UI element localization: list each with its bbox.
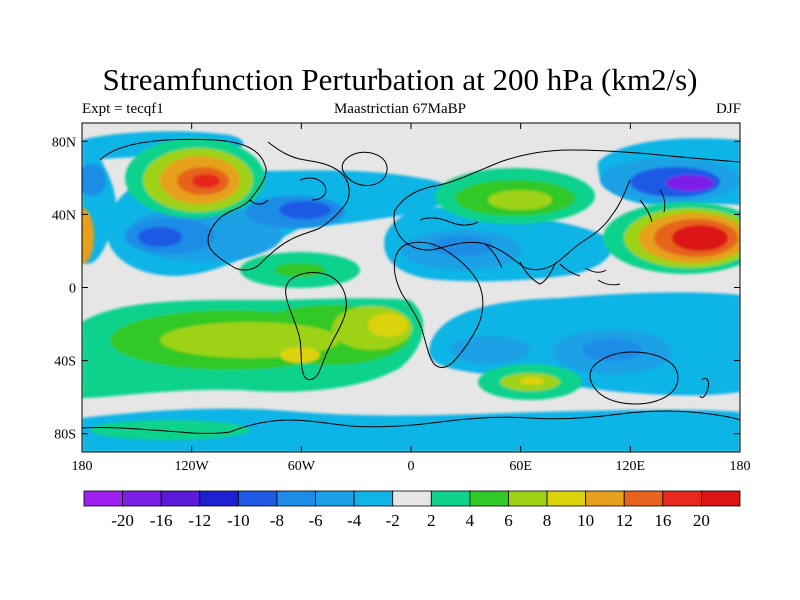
high-equatorial-america-2 [275,263,325,277]
colorbar-swatch [199,490,239,507]
low-core-5 [279,201,331,219]
colorbar-swatch [276,490,316,507]
positive-regions [82,138,740,440]
colorbar-label: 8 [543,511,552,530]
colorbar-label: 20 [693,511,710,530]
colorbar-swatch [585,490,625,507]
experiment-label: Expt = tecqf1 [82,101,164,117]
colorbar-swatch [237,490,278,507]
colorbar-label: 2 [427,511,436,530]
colorbar-swatch [546,490,587,507]
colorbar-swatch [469,490,509,507]
low-core-3 [138,227,182,247]
colorbar-swatch [662,490,702,507]
high-europe-3 [488,190,552,210]
low-core-10 [666,175,714,191]
south-america-coast [285,272,347,381]
antarctic-band [82,408,740,452]
colorbar-label: -6 [308,511,322,530]
high-south-atlantic-6 [368,313,408,337]
high-south-atlantic-7 [280,347,320,363]
high-south-indian-3 [520,377,544,385]
high-west-pacific-5 [672,225,728,251]
x-tick-label: 60W [288,459,316,474]
colorbar-swatch [122,490,162,507]
y-tick-label: 80N [52,135,76,150]
southeast-asia-islands [559,263,621,286]
arabia-india-coast [484,243,557,285]
greenland-coast [341,151,388,186]
colorbar-swatch [430,490,471,507]
colorbar-label: -8 [270,511,284,530]
colorbar-swatch [160,490,201,507]
australia-coast [589,351,679,405]
colorbar-label: -10 [227,511,250,530]
colorbar-label: -12 [188,511,211,530]
y-tick-label: 40S [54,355,76,370]
colorbar-swatch [315,490,355,507]
colorbar-label: -2 [386,511,400,530]
y-tick-label: 80S [54,428,76,443]
season-label: DJF [715,101,741,117]
colorbar-swatch [392,490,432,507]
low-core-14 [450,336,530,364]
colorbar-label: 16 [654,511,671,530]
x-tick-label: 180 [72,459,93,474]
colorbar-swatch [701,490,741,507]
colorbar-label: 10 [577,511,594,530]
colorbar-label: -4 [347,511,362,530]
coastlines [82,138,740,434]
colorbar-label: 4 [466,511,475,530]
antarctica-coast [82,410,740,434]
x-tick-label: 0 [408,459,415,474]
low-core-7 [430,236,494,256]
x-tick-label: 60E [509,459,532,474]
chart-title: Streamfunction Perturbation at 200 hPa (… [102,62,698,97]
high-pacific-nw-5 [192,174,220,188]
colorbar-label: -20 [111,511,134,530]
contour-fields [82,131,740,452]
x-tick-label: 180 [730,459,751,474]
colorbar-label: 12 [616,511,633,530]
colorbar-swatch [623,490,664,507]
colorbar-swatch [508,490,548,507]
high-dateline-west [82,208,94,264]
new-zealand-coast [699,377,709,399]
x-tick-label: 120E [616,459,646,474]
mediterranean-coast [419,217,479,226]
low-core-12 [582,339,642,361]
y-tick-label: 0 [69,282,76,297]
colorbar: -20 -16 -12 -10 -8 -6 -4 -2 2 4 6 8 10 12 16 20 [83,490,741,530]
high-antarctic [90,420,250,440]
colorbar-swatch [353,490,394,507]
negative-cores [82,158,740,374]
x-tick-label: 120W [175,459,210,474]
colorbar-label: -16 [150,511,173,530]
period-label: Maastrictian 67MaBP [333,101,467,117]
axis-ticks: 180 120W 60W 0 60E 120E 180 80N 40N 0 40S 80S [52,123,751,474]
low-core-13 [82,164,106,196]
y-tick-label: 40N [52,208,76,223]
north-america-coast [99,138,350,271]
colorbar-label: 6 [504,511,513,530]
colorbar-swatch [83,490,123,507]
africa-coast [393,241,484,368]
japan-coast [639,189,666,223]
